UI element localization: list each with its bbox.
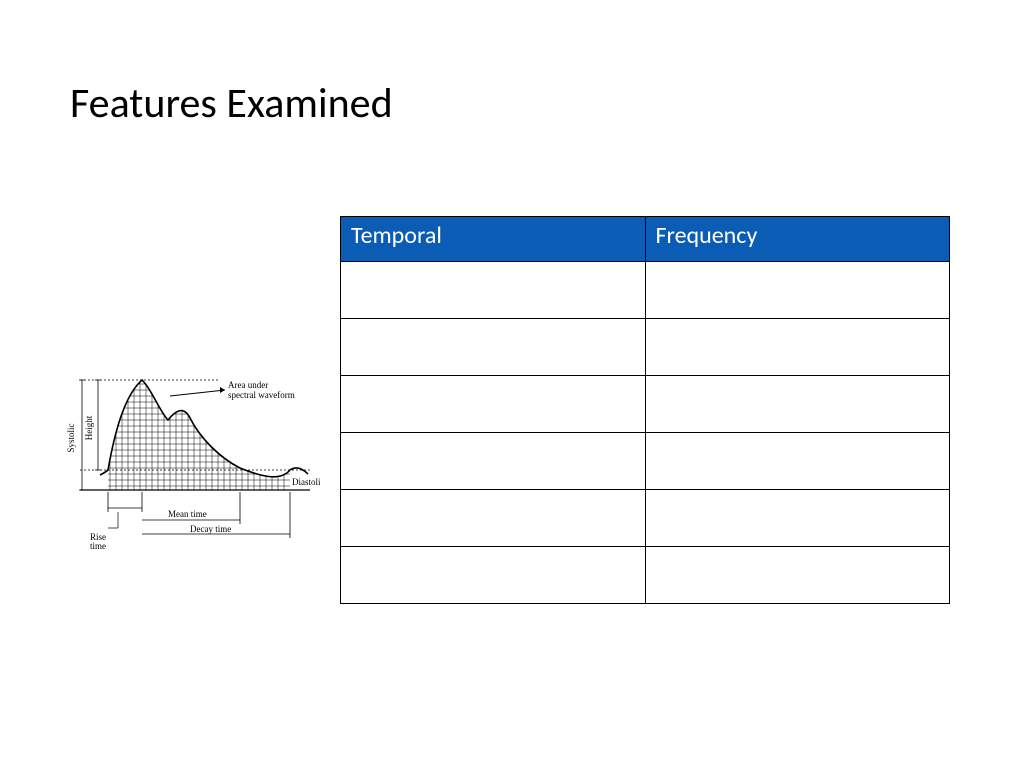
waveform-figure: Systolic Height Area under spectral wave… xyxy=(60,340,320,550)
cell xyxy=(645,433,950,490)
cell xyxy=(341,262,646,319)
table-row xyxy=(341,490,950,547)
table-row xyxy=(341,262,950,319)
col-header-temporal: Temporal xyxy=(341,217,646,262)
cell xyxy=(341,547,646,604)
label-height: Height xyxy=(84,415,94,440)
cell xyxy=(341,490,646,547)
label-area-1: Area under xyxy=(228,380,268,390)
cell xyxy=(645,490,950,547)
table-row xyxy=(341,433,950,490)
col-header-frequency: Frequency xyxy=(645,217,950,262)
table-row xyxy=(341,319,950,376)
page-title: Features Examined xyxy=(70,78,393,129)
table-header-row: Temporal Frequency xyxy=(341,217,950,262)
cell xyxy=(341,319,646,376)
label-diastolic: Diastolic xyxy=(292,477,320,487)
cell xyxy=(645,376,950,433)
cell xyxy=(341,433,646,490)
table: Temporal Frequency xyxy=(340,216,950,604)
table-row xyxy=(341,547,950,604)
cell xyxy=(341,376,646,433)
cell xyxy=(645,319,950,376)
table-row xyxy=(341,376,950,433)
features-table: Temporal Frequency xyxy=(340,216,950,604)
slide: Features Examined xyxy=(0,0,1024,768)
label-mean: Mean time xyxy=(168,509,207,519)
label-area-2: spectral waveform xyxy=(228,390,295,400)
cell xyxy=(645,262,950,319)
waveform-svg: Systolic Height Area under spectral wave… xyxy=(60,340,320,550)
label-decay: Decay time xyxy=(190,524,231,534)
label-systolic: Systolic xyxy=(66,423,76,452)
label-rise-2: time xyxy=(90,541,106,550)
cell xyxy=(645,547,950,604)
